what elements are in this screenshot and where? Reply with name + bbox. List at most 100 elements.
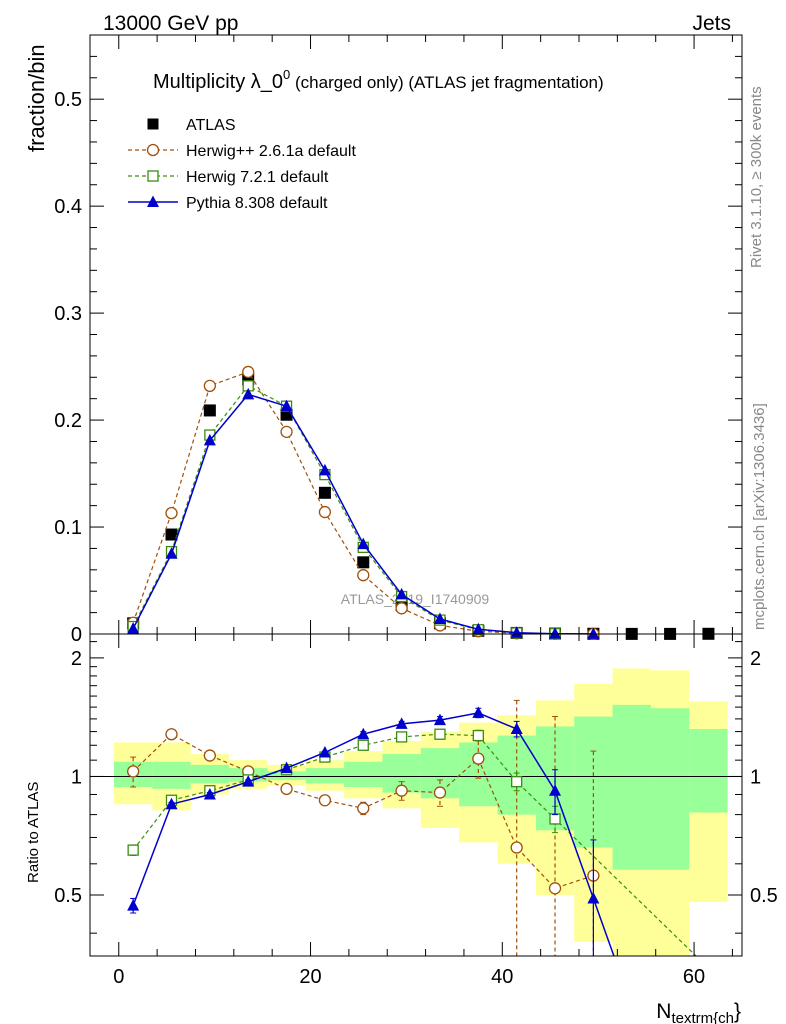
plot-title-sub: (charged only) (ATLAS jet fragmentation) xyxy=(290,73,603,92)
main-ytick-label: 0.1 xyxy=(54,517,82,539)
ratio-2-point-6 xyxy=(357,739,369,751)
ratio-3-point-10 xyxy=(510,722,523,734)
plot-title-sup: 0 xyxy=(283,67,290,82)
ratio-2-point-0 xyxy=(127,844,139,856)
mcplots-label: mcplots.cern.ch [arXiv:1306.3436] xyxy=(751,403,768,630)
series-3-point-4 xyxy=(280,399,293,412)
rivet-label: Rivet 3.1.10, ≥ 300k events xyxy=(748,86,765,268)
ratio-axes-box xyxy=(89,633,743,957)
ratio-ytick-label-right: 2 xyxy=(750,648,761,670)
series-1-point-6 xyxy=(357,569,370,582)
ratio-1-point-7 xyxy=(395,784,408,797)
legend-marker-1 xyxy=(146,143,160,157)
ratio-3-point-9 xyxy=(472,706,485,718)
header-energy: 13000 GeV pp xyxy=(103,12,238,35)
main-frame: 0 0.1 0.2 0.3 0.4 0.5 xyxy=(54,34,743,646)
ratio-ytick-label-left: 2 xyxy=(71,648,82,670)
ratio-3-point-4 xyxy=(280,761,293,774)
ratio-2-point-11 xyxy=(549,813,561,825)
ratio-1-point-11 xyxy=(548,882,562,895)
ratio-3-point-3 xyxy=(242,775,255,787)
ratio-2-point-10 xyxy=(511,776,523,788)
ratio-3-point-5 xyxy=(318,746,331,758)
legend-marker-2 xyxy=(147,170,159,182)
series-0-point-1 xyxy=(165,528,178,541)
series-3-point-9 xyxy=(472,622,485,635)
band-green-1 xyxy=(152,761,191,789)
main-ytick-label: 0.4 xyxy=(54,196,82,218)
x-axis-label-sub: textrm{ch xyxy=(671,1010,734,1024)
ratio-ytick-label-right: 1 xyxy=(750,766,761,788)
plot-title-main: Multiplicity λ_0 xyxy=(153,71,283,93)
main-ytick-label: 0.3 xyxy=(54,303,82,325)
legend-label-3: Pythia 8.308 default xyxy=(186,195,328,212)
series-0-point-5 xyxy=(318,486,331,499)
series-3-point-5 xyxy=(318,463,331,476)
series-1-point-4 xyxy=(280,425,293,438)
series-1-point-2 xyxy=(203,379,217,392)
main-ytick-label: 0 xyxy=(71,624,82,646)
ratio-1-point-10 xyxy=(510,841,523,854)
band-green-6 xyxy=(344,761,383,788)
ratio-1-point-9 xyxy=(472,752,485,765)
ratio-ytick-label-left: 1 xyxy=(71,766,82,788)
series-3-point-7 xyxy=(395,587,408,600)
ratio-3-point-0 xyxy=(127,899,140,911)
legend-label-0: ATLAS xyxy=(186,117,236,134)
legend: ATLAS Herwig++ 2.6.1a default Herwig 7.2.1… xyxy=(128,117,356,212)
ratio-1-point-6 xyxy=(357,802,370,815)
band-green-2 xyxy=(190,764,230,784)
legend-label-1: Herwig++ 2.6.1a default xyxy=(186,143,356,160)
y-axis-label: fraction/bin xyxy=(24,44,49,152)
ratio-1-point-0 xyxy=(126,765,140,778)
series-1-point-1 xyxy=(165,506,178,520)
ratio-2-point-8 xyxy=(434,728,446,740)
ratio-ytick-label-right: 0.5 xyxy=(750,885,778,907)
series-3-point-0 xyxy=(127,622,140,634)
ratio-ytick-label-left: 0.5 xyxy=(54,885,82,907)
band-green-5 xyxy=(305,768,345,784)
series-3-point-8 xyxy=(433,612,446,625)
series-3-point-11 xyxy=(549,627,562,639)
series-1-point-7 xyxy=(395,602,408,615)
series-3-point-10 xyxy=(510,626,523,638)
ratio-1-point-1 xyxy=(165,728,178,741)
series-3-point-6 xyxy=(357,537,370,550)
ratio-1-point-2 xyxy=(203,749,217,762)
xtick-label: 40 xyxy=(491,966,513,988)
xtick-label: 20 xyxy=(299,966,321,988)
ratio-3-point-2 xyxy=(203,787,216,800)
ratio-1-point-8 xyxy=(433,786,447,799)
main-ytick-label: 0.2 xyxy=(54,410,82,432)
ratio-frame: 0.5 0.51 12 20 20 40 60 xyxy=(54,633,778,988)
series-3-point-1 xyxy=(165,547,178,559)
band-green-13 xyxy=(612,704,651,870)
band-green-15 xyxy=(689,728,728,813)
series-3-point-12 xyxy=(587,627,600,639)
header-process: Jets xyxy=(692,12,731,35)
ratio-3-point-8 xyxy=(433,713,446,726)
legend-label-2: Herwig 7.2.1 default xyxy=(186,169,329,186)
ratio-3-point-11 xyxy=(549,784,562,796)
ratio-3-point-6 xyxy=(357,727,370,740)
ratio-y-axis-label: Ratio to ATLAS xyxy=(25,782,42,883)
ratio-line-3 xyxy=(132,712,615,957)
ratio-3-point-1 xyxy=(165,797,178,810)
ratio-1-point-5 xyxy=(318,794,332,807)
series-3-point-3 xyxy=(242,387,255,400)
x-axis-label: Ntextrm{ch} xyxy=(656,1000,741,1024)
ratio-series-group xyxy=(126,699,697,957)
xtick-label: 0 xyxy=(113,966,124,988)
ratio-2-point-9 xyxy=(472,729,484,742)
series-3-point-2 xyxy=(203,433,216,446)
x-axis-label-tail: } xyxy=(734,1000,741,1023)
series-1-point-3 xyxy=(242,365,255,379)
plot-title: Multiplicity λ_00 (charged only) (ATLAS … xyxy=(153,67,604,93)
series-0-point-6 xyxy=(357,556,370,569)
main-ytick-label: 0.5 xyxy=(54,89,82,111)
ratio-1-point-4 xyxy=(280,782,293,796)
series-0-point-2 xyxy=(203,404,216,417)
ratio-2-point-7 xyxy=(395,731,408,743)
band-green-4 xyxy=(267,771,306,780)
